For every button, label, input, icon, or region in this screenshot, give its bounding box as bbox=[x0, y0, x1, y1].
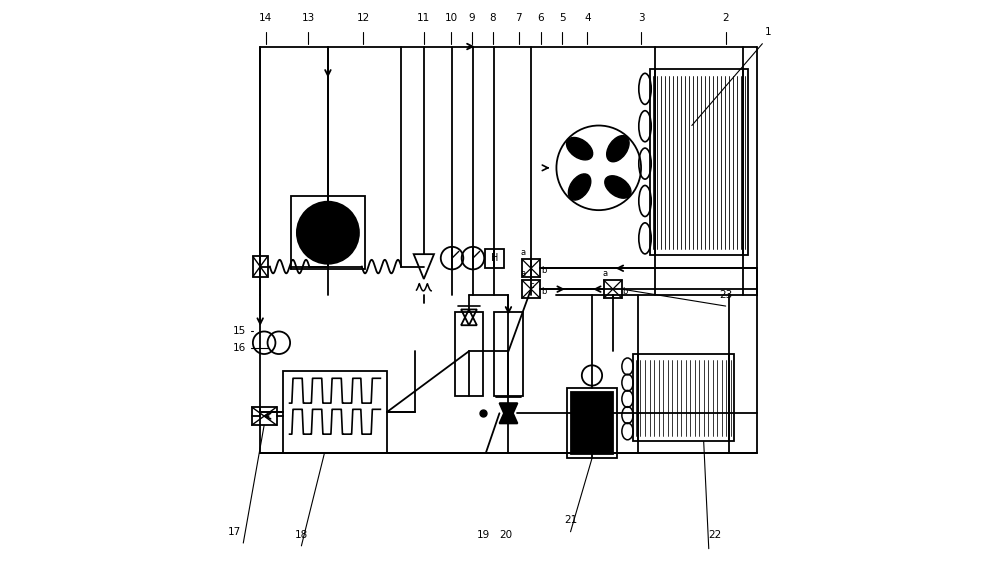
Text: 3: 3 bbox=[638, 13, 644, 23]
Text: 16: 16 bbox=[233, 344, 246, 353]
Bar bbox=[571, 392, 613, 454]
Text: 12: 12 bbox=[357, 13, 370, 23]
Ellipse shape bbox=[605, 176, 631, 198]
Text: 23: 23 bbox=[719, 290, 732, 300]
Bar bbox=[252, 407, 277, 425]
Text: 22: 22 bbox=[708, 530, 721, 540]
Bar bbox=[522, 259, 540, 277]
Text: 10: 10 bbox=[444, 13, 457, 23]
Text: 11: 11 bbox=[417, 13, 430, 23]
Text: b: b bbox=[623, 287, 628, 296]
Bar bbox=[604, 280, 622, 298]
Polygon shape bbox=[499, 403, 517, 424]
Bar bbox=[455, 312, 483, 396]
Bar bbox=[291, 196, 365, 269]
Text: a: a bbox=[521, 248, 526, 257]
Ellipse shape bbox=[568, 174, 591, 200]
Text: 21: 21 bbox=[564, 515, 577, 526]
Text: 7: 7 bbox=[515, 13, 522, 23]
Text: 2: 2 bbox=[722, 13, 729, 23]
Text: 4: 4 bbox=[584, 13, 591, 23]
Bar bbox=[253, 256, 268, 277]
Bar bbox=[567, 388, 617, 458]
Bar bbox=[522, 280, 540, 298]
Bar bbox=[494, 312, 523, 396]
Text: a: a bbox=[521, 269, 526, 278]
Text: 17: 17 bbox=[228, 527, 241, 537]
Text: 8: 8 bbox=[489, 13, 496, 23]
Text: 1: 1 bbox=[765, 27, 771, 37]
Text: 5: 5 bbox=[559, 13, 565, 23]
Ellipse shape bbox=[567, 137, 593, 160]
Polygon shape bbox=[499, 403, 517, 424]
Bar bbox=[485, 248, 504, 268]
Bar bbox=[633, 354, 734, 442]
Text: b: b bbox=[541, 287, 546, 296]
Text: H: H bbox=[491, 253, 498, 263]
Text: 9: 9 bbox=[468, 13, 475, 23]
Text: a: a bbox=[602, 269, 608, 278]
Text: 6: 6 bbox=[537, 13, 544, 23]
Text: 14: 14 bbox=[259, 13, 272, 23]
Text: 20: 20 bbox=[499, 530, 512, 540]
Text: 19: 19 bbox=[476, 530, 490, 540]
Text: c: c bbox=[530, 281, 534, 290]
Bar bbox=[283, 371, 387, 453]
Circle shape bbox=[297, 202, 359, 264]
Text: 18: 18 bbox=[295, 530, 308, 540]
Text: b: b bbox=[541, 266, 546, 275]
Text: 15: 15 bbox=[233, 327, 246, 336]
Ellipse shape bbox=[607, 136, 629, 162]
Bar bbox=[650, 69, 748, 255]
Text: 13: 13 bbox=[302, 13, 315, 23]
